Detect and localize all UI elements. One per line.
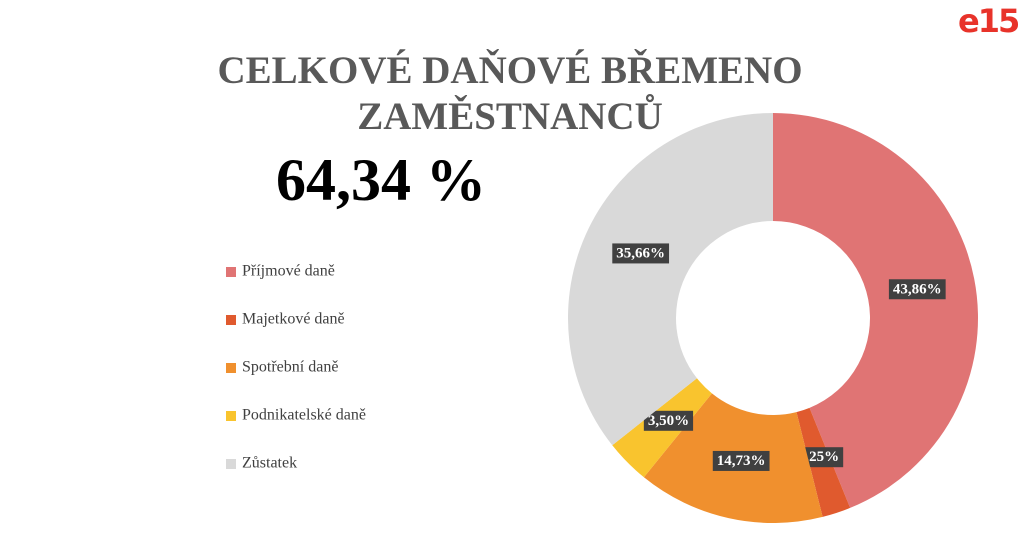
data-label: 3,50% [648,413,689,429]
data-label: 43,86% [893,281,942,297]
legend-label: Podnikatelské daně [242,407,366,424]
legend-label: Příjmové daně [242,263,335,280]
legend-label: Zůstatek [242,455,297,472]
data-label: 14,73% [717,453,766,469]
data-label: 35,66% [616,245,665,261]
data-label-box [888,279,946,300]
legend-label: Majetkové daně [242,311,345,328]
legend-swatch [226,315,236,325]
data-label-box [612,243,670,264]
slice [773,113,978,508]
legend-swatch [226,411,236,421]
legend-label: Spotřební daně [242,359,338,376]
chart-title: CELKOVÉ DAŇOVÉ BŘEMENO ZAMĚSTNANCŮ [217,49,803,138]
legend-swatch [226,459,236,469]
data-label-box [712,450,770,471]
legend-swatch [226,267,236,277]
legend-swatch [226,363,236,373]
data-label-box [643,410,694,431]
slice [568,113,773,446]
logo: e15 [958,2,1020,40]
annotation: 64,34 % [276,147,486,213]
